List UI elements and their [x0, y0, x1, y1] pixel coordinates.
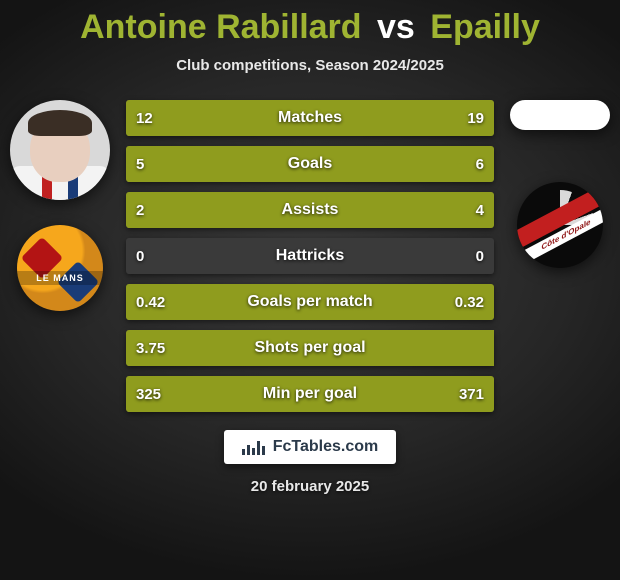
stat-value-right: 0.32 — [445, 284, 494, 320]
stat-value-right: 371 — [449, 376, 494, 412]
stat-row: Goals per match0.42 0.32 — [126, 284, 494, 320]
stat-label: Min per goal — [126, 376, 494, 412]
stat-label: Goals — [126, 146, 494, 182]
date-text: 20 february 2025 — [0, 478, 620, 495]
brand-text: FcTables.com — [273, 438, 379, 456]
player2-name: Epailly — [430, 8, 540, 46]
stat-rows: Matches12 19 Goals5 6 Assists2 4 Hattricks0 0 Go… — [120, 100, 500, 422]
stat-row: Goals5 6 — [126, 146, 494, 182]
player1-name: Antoine Rabillard — [80, 8, 361, 46]
brand-badge: FcTables.com — [224, 430, 397, 464]
stat-label: Assists — [126, 192, 494, 228]
stat-value-right — [474, 330, 494, 366]
player2-avatar — [510, 100, 610, 130]
stat-value-left: 0.42 — [126, 284, 175, 320]
stat-row: Assists2 4 — [126, 192, 494, 228]
player1-club-label: LE MANS — [17, 271, 103, 285]
brand-icon — [242, 439, 265, 455]
stat-value-right: 19 — [457, 100, 494, 136]
stat-value-left: 12 — [126, 100, 163, 136]
stat-label: Goals per match — [126, 284, 494, 320]
player2-club-badge: Côte d'Opale — [517, 182, 603, 268]
stat-label: Matches — [126, 100, 494, 136]
stat-label: Hattricks — [126, 238, 494, 274]
stat-value-left: 0 — [126, 238, 154, 274]
stat-row: Min per goal325 371 — [126, 376, 494, 412]
stat-row: Hattricks0 0 — [126, 238, 494, 274]
stat-value-left: 325 — [126, 376, 171, 412]
stat-label: Shots per goal — [126, 330, 494, 366]
stat-value-left: 2 — [126, 192, 154, 228]
stat-value-left: 5 — [126, 146, 154, 182]
stat-value-right: 0 — [466, 238, 494, 274]
player1-avatar — [10, 100, 110, 200]
stat-row: Matches12 19 — [126, 100, 494, 136]
comparison-title: Antoine Rabillard vs Epailly — [0, 0, 620, 47]
stat-value-right: 4 — [466, 192, 494, 228]
player1-club-badge: LE MANS — [17, 225, 103, 311]
season-subtitle: Club competitions, Season 2024/2025 — [0, 57, 620, 74]
stat-row: Shots per goal3.75 — [126, 330, 494, 366]
vs-text: vs — [377, 8, 415, 46]
stat-value-left: 3.75 — [126, 330, 175, 366]
stat-value-right: 6 — [466, 146, 494, 182]
